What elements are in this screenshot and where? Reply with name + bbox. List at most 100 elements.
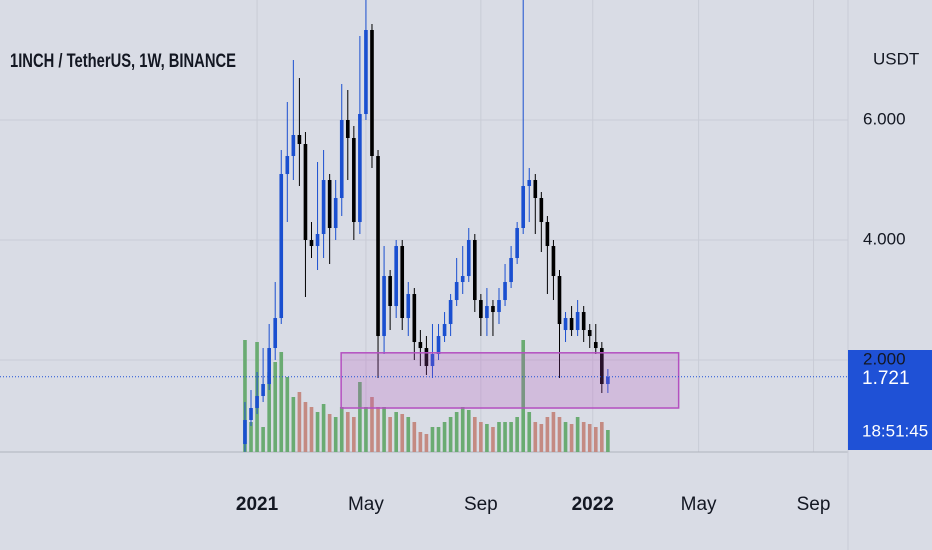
volume-bar bbox=[430, 427, 435, 452]
volume-bar bbox=[333, 417, 338, 452]
volume-bar bbox=[267, 372, 271, 452]
volume-bar bbox=[563, 422, 568, 452]
candle-body bbox=[442, 324, 447, 337]
volume-bar bbox=[352, 417, 356, 452]
candle-body bbox=[424, 348, 429, 367]
candle-body bbox=[569, 318, 574, 331]
volume-bar bbox=[485, 424, 489, 452]
candle-body bbox=[243, 420, 247, 445]
candle-body bbox=[533, 180, 538, 199]
candle-body bbox=[563, 318, 568, 331]
volume-bar bbox=[479, 422, 483, 452]
y-tick-label: 6.000 bbox=[863, 109, 906, 128]
volume-bar bbox=[406, 417, 411, 452]
volume-bar bbox=[515, 417, 519, 452]
axis-unit: USDT bbox=[873, 49, 919, 68]
volume-bar bbox=[327, 414, 332, 452]
candle-body bbox=[382, 276, 386, 337]
candle-body bbox=[454, 282, 459, 301]
candle-body bbox=[309, 240, 314, 247]
volume-bar bbox=[370, 397, 374, 452]
candle-body bbox=[521, 186, 526, 229]
candle-body bbox=[388, 276, 392, 307]
volume-bar bbox=[243, 340, 247, 452]
candle-body bbox=[297, 135, 302, 145]
overlays bbox=[0, 350, 932, 450]
volume-bar bbox=[527, 412, 532, 452]
candle-body bbox=[321, 180, 326, 235]
volume bbox=[243, 340, 610, 452]
candle-body bbox=[448, 300, 453, 325]
candle-body bbox=[600, 348, 604, 385]
x-tick-label: May bbox=[681, 494, 717, 515]
candle-body bbox=[479, 300, 483, 319]
volume-bar bbox=[309, 407, 314, 452]
candle-body bbox=[539, 198, 544, 223]
candle-body bbox=[606, 376, 610, 385]
candle-body bbox=[333, 198, 338, 229]
volume-bar bbox=[418, 432, 423, 452]
last-price-label: 1.721 bbox=[862, 368, 910, 389]
candle-body bbox=[394, 246, 398, 307]
volume-bar bbox=[545, 417, 550, 452]
volume-bar bbox=[448, 417, 453, 452]
candle-body bbox=[327, 180, 332, 229]
candle-body bbox=[400, 246, 405, 319]
volume-bar bbox=[509, 422, 513, 452]
candle-body bbox=[557, 276, 562, 325]
volume-bar bbox=[472, 417, 477, 452]
candle-body bbox=[255, 396, 259, 409]
y-tick-label: 2.000 bbox=[863, 350, 906, 369]
candle-body bbox=[509, 258, 513, 283]
candle-body bbox=[436, 336, 441, 355]
volume-bar bbox=[606, 430, 610, 452]
volume-bar bbox=[442, 422, 447, 452]
candle-body bbox=[267, 348, 271, 385]
volume-bar bbox=[279, 352, 284, 452]
candle-body bbox=[406, 294, 411, 319]
volume-bar bbox=[539, 424, 544, 452]
candle-body bbox=[364, 30, 368, 115]
candle-body bbox=[352, 138, 356, 223]
volume-bar bbox=[303, 402, 308, 452]
volume-bar bbox=[424, 434, 429, 452]
volume-bar bbox=[497, 422, 501, 452]
candle-body bbox=[418, 342, 423, 349]
candle-body bbox=[485, 306, 489, 319]
volume-bar bbox=[400, 414, 405, 452]
grid bbox=[0, 0, 849, 550]
chart-title: 1INCH / TetherUS, 1W, BINANCE bbox=[10, 51, 236, 72]
volume-bar bbox=[587, 424, 592, 452]
volume-bar bbox=[388, 417, 392, 452]
candle-body bbox=[545, 222, 550, 247]
candle-body bbox=[370, 30, 374, 157]
volume-bar bbox=[600, 422, 604, 452]
volume-bar bbox=[503, 422, 507, 452]
candle-body bbox=[515, 228, 519, 259]
candle-body bbox=[249, 408, 253, 421]
volume-bar bbox=[412, 422, 417, 452]
candle-body bbox=[376, 156, 380, 337]
volume-bar bbox=[291, 397, 296, 452]
candle-body bbox=[472, 240, 477, 301]
volume-bar bbox=[575, 417, 580, 452]
volume-bar bbox=[593, 427, 598, 452]
volume-bar bbox=[315, 412, 320, 452]
volume-bar bbox=[394, 412, 398, 452]
volume-bar bbox=[557, 417, 562, 452]
volume-bar bbox=[358, 382, 362, 452]
candle-body bbox=[315, 234, 320, 247]
x-tick-label: 2021 bbox=[236, 494, 279, 515]
x-tick-label: Sep bbox=[797, 494, 831, 515]
volume-bar bbox=[569, 424, 574, 452]
x-tick-label: May bbox=[348, 494, 384, 515]
candle-body bbox=[303, 144, 308, 241]
volume-bar bbox=[533, 422, 538, 452]
volume-bar bbox=[581, 422, 586, 452]
candle-body bbox=[279, 174, 284, 319]
candle-body bbox=[587, 330, 592, 337]
volume-bar bbox=[551, 412, 556, 452]
last-price-box bbox=[848, 350, 932, 450]
